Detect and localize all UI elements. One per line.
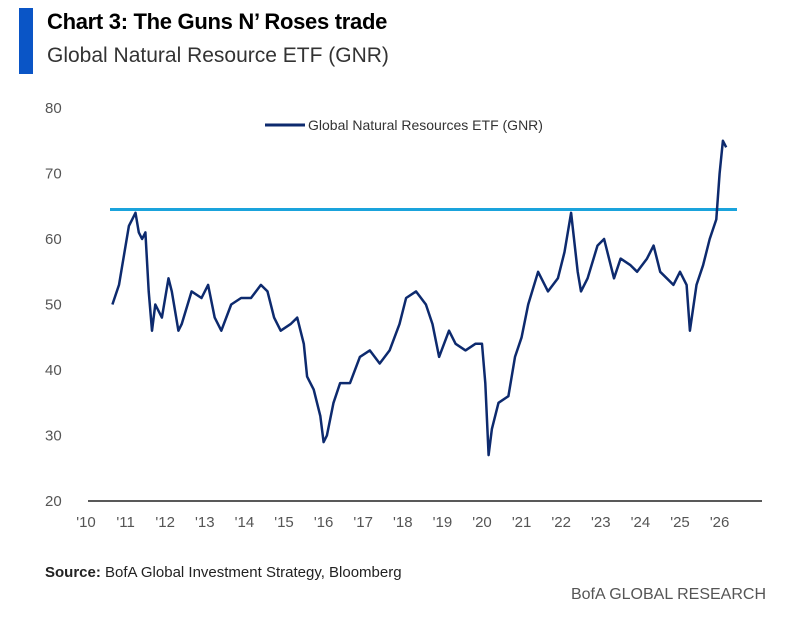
- legend-label: Global Natural Resources ETF (GNR): [308, 117, 543, 133]
- source-text: BofA Global Investment Strategy, Bloombe…: [105, 564, 402, 581]
- x-tick-label: '13: [195, 514, 215, 531]
- brand-label: BofA GLOBAL RESEARCH: [570, 586, 766, 603]
- x-tick-label: '14: [235, 514, 255, 531]
- x-tick-label: '10: [76, 514, 96, 531]
- y-tick-label: 80: [45, 100, 62, 117]
- x-tick-label: '23: [591, 514, 611, 531]
- y-tick-label: 70: [45, 166, 62, 183]
- source-label: Source:: [45, 564, 101, 581]
- y-tick-label: 40: [45, 362, 62, 379]
- y-tick-label: 50: [45, 297, 62, 314]
- y-tick-label: 20: [45, 493, 62, 510]
- x-tick-label: '26: [710, 514, 730, 531]
- source-note: Source: BofA Global Investment Strategy,…: [45, 564, 402, 581]
- x-tick-label: '15: [274, 514, 294, 531]
- x-tick-label: '21: [512, 514, 532, 531]
- x-tick-label: '18: [393, 514, 413, 531]
- series-line-gnr: [111, 139, 728, 457]
- x-tick-label: '24: [631, 514, 651, 531]
- chart-title: Chart 3: The Guns N’ Roses trade: [47, 9, 388, 34]
- title-accent-bar: [19, 8, 33, 74]
- x-tick-label: '22: [551, 514, 571, 531]
- x-tick-label: '17: [353, 514, 373, 531]
- y-tick-label: 60: [45, 231, 62, 248]
- x-tick-label: '12: [155, 514, 175, 531]
- y-tick-label: 30: [45, 428, 62, 445]
- x-tick-label: '16: [314, 514, 334, 531]
- chart-subtitle: Global Natural Resource ETF (GNR): [47, 44, 389, 67]
- x-tick-label: '20: [472, 514, 492, 531]
- x-tick-label: '19: [433, 514, 453, 531]
- x-tick-label: '11: [116, 514, 134, 531]
- x-tick-label: '25: [670, 514, 690, 531]
- legend: Global Natural Resources ETF (GNR): [265, 117, 543, 133]
